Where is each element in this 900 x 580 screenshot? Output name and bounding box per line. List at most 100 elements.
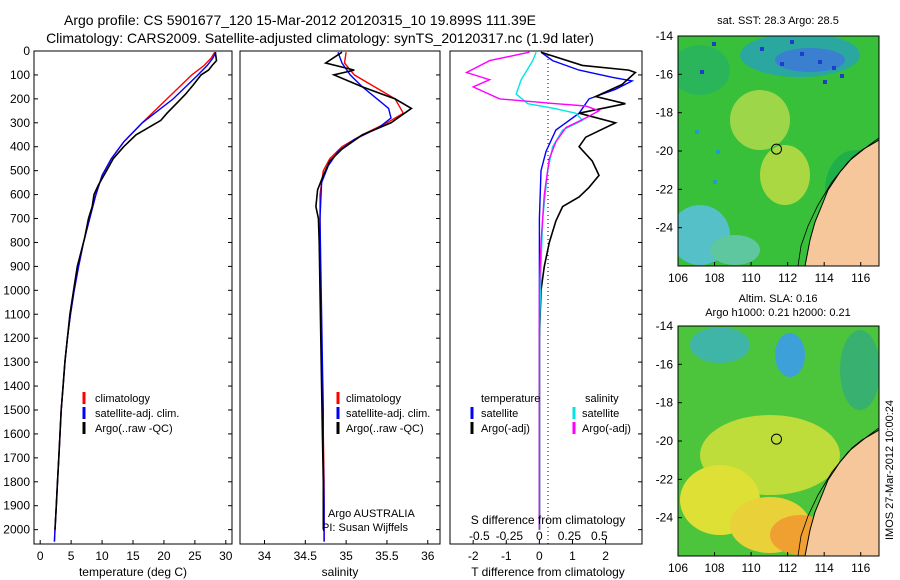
lat-tick-label: -20 bbox=[656, 434, 674, 448]
difference-frame bbox=[449, 50, 643, 545]
series-line-argo-raw-qc- bbox=[54, 52, 218, 530]
temperature-lines bbox=[53, 51, 218, 542]
difference-xaxis: -2 -1 0 1 2 bbox=[468, 540, 609, 563]
sla-patch bbox=[690, 327, 750, 363]
difference-legend: temperature salinity satellite Argo(-adj… bbox=[470, 393, 631, 435]
sst-pixel bbox=[832, 66, 836, 70]
lon-tick-label: 110 bbox=[742, 271, 761, 285]
series-line-t-satellite bbox=[538, 51, 635, 530]
series-line-s-satellite bbox=[515, 51, 584, 530]
depth-tick-label: 400 bbox=[10, 140, 30, 154]
series-line-climatology bbox=[319, 52, 405, 542]
sla-xaxis: 106 108 110 112 114 116 bbox=[668, 552, 871, 575]
sst-cold-patch bbox=[775, 48, 845, 72]
depth-tick-label: 800 bbox=[10, 235, 30, 249]
imos-timestamp: IMOS 27-Mar-2012 10:00:24 bbox=[884, 400, 896, 540]
header-line2: Climatology: CARS2009. Satellite-adjuste… bbox=[46, 30, 594, 46]
s-tick-label: -0.25 bbox=[496, 529, 524, 543]
lon-tick-label: 112 bbox=[778, 271, 797, 285]
lon-tick-label: 106 bbox=[668, 561, 688, 575]
sst-pixel bbox=[713, 180, 717, 184]
lon-tick-label: 110 bbox=[742, 561, 761, 575]
x-tick-label: 35 bbox=[339, 549, 353, 563]
annotation-pi: PI: Susan Wijffels bbox=[322, 522, 408, 534]
sst-pixel bbox=[780, 62, 784, 66]
sst-warm-patch bbox=[730, 90, 790, 150]
series-line-argo-raw-qc- bbox=[315, 51, 413, 530]
lat-tick-label: -16 bbox=[656, 357, 674, 371]
depth-tick-label: 1900 bbox=[3, 499, 30, 513]
lat-tick-label: -18 bbox=[656, 106, 674, 120]
sst-map-title: sat. SST: 28.3 Argo: 28.5 bbox=[717, 15, 839, 27]
temperature-legend: climatology satellite-adj. clim. Argo(..… bbox=[82, 392, 179, 435]
legend-satellite: satellite-adj. clim. bbox=[346, 408, 430, 420]
lat-tick-label: -24 bbox=[656, 511, 674, 525]
lat-tick-label: -22 bbox=[656, 182, 674, 196]
isobath bbox=[797, 137, 879, 266]
t-difference-label: T difference from climatology bbox=[471, 565, 625, 579]
s-tick-label: -0.5 bbox=[469, 529, 490, 543]
profile-location-marker bbox=[770, 433, 782, 445]
legend-t-argo: Argo(-adj) bbox=[481, 423, 530, 435]
series-line-climatology bbox=[53, 51, 216, 542]
depth-tick-label: 0 bbox=[23, 44, 30, 58]
series-line-t-argo-adj- bbox=[538, 51, 637, 530]
legend-climatology: climatology bbox=[95, 393, 151, 405]
depth-tick-label: 2000 bbox=[3, 523, 30, 537]
salinity-frame bbox=[239, 50, 441, 545]
x-tick-label: 10 bbox=[95, 549, 109, 563]
sst-pixel bbox=[716, 150, 720, 154]
sst-pixel bbox=[840, 74, 844, 78]
sla-title-1: Altim. SLA: 0.16 bbox=[739, 293, 818, 305]
x-tick-label: -2 bbox=[468, 549, 479, 563]
depth-tick-label: 1800 bbox=[3, 475, 30, 489]
lat-tick-label: -14 bbox=[656, 29, 674, 43]
x-tick-label: 34 bbox=[258, 549, 272, 563]
salinity-panel: 34 34.5 35 35.5 36 salinity climatology sate… bbox=[239, 50, 441, 579]
sst-map: sat. SST: 28.3 Argo: 28.5 106 108 110 112 11… bbox=[656, 15, 880, 285]
s-tick-label: 0.5 bbox=[591, 529, 608, 543]
legend-s-satellite: satellite bbox=[582, 408, 619, 420]
depth-tick-label: 1200 bbox=[3, 331, 30, 345]
salinity-difference-axis: -0.5 -0.25 0 0.25 0.5 bbox=[469, 529, 608, 543]
sst-yaxis: -14 -16 -18 -20 -22 -24 bbox=[656, 29, 682, 235]
depth-tick-label: 200 bbox=[10, 92, 30, 106]
land-australia bbox=[804, 429, 879, 556]
salinity-xlabel: salinity bbox=[322, 565, 359, 579]
series-line-s-argo-adj- bbox=[464, 51, 601, 530]
sst-field bbox=[678, 36, 879, 266]
sst-pixel bbox=[823, 80, 827, 84]
depth-tick-label: 1600 bbox=[3, 427, 30, 441]
depth-tick-label: 1500 bbox=[3, 403, 30, 417]
sst-pixel bbox=[790, 40, 794, 44]
legend-title-salinity: salinity bbox=[585, 393, 619, 405]
s-tick-label: 0 bbox=[536, 529, 543, 543]
lat-tick-label: -14 bbox=[656, 319, 674, 333]
salinity-xaxis: 34 34.5 35 35.5 36 bbox=[258, 540, 435, 563]
sla-low-patch bbox=[775, 333, 805, 377]
sla-yaxis: -14 -16 -18 -20 -22 -24 bbox=[656, 319, 682, 525]
lon-tick-label: 108 bbox=[705, 561, 725, 575]
x-tick-label: 30 bbox=[219, 549, 233, 563]
depth-axis: 0 100 200 300 400 500 600 700 800 900 1000 1100 1200… bbox=[3, 44, 38, 537]
x-tick-label: 34.5 bbox=[294, 549, 318, 563]
series-line-satellite-adj-clim- bbox=[319, 51, 392, 542]
land-australia bbox=[804, 139, 879, 266]
sst-xaxis: 106 108 110 112 114 116 bbox=[668, 262, 871, 285]
depth-tick-label: 700 bbox=[10, 212, 30, 226]
depth-tick-label: 1000 bbox=[3, 283, 30, 297]
legend-climatology: climatology bbox=[346, 393, 402, 405]
difference-lines bbox=[464, 51, 637, 530]
series-line-satellite-adj-clim- bbox=[53, 51, 217, 542]
depth-tick-label: 1700 bbox=[3, 451, 30, 465]
legend-satellite: satellite-adj. clim. bbox=[95, 408, 179, 420]
depth-tick-label: 1300 bbox=[3, 355, 30, 369]
lat-tick-label: -20 bbox=[656, 144, 674, 158]
sst-pixel bbox=[760, 47, 764, 51]
temperature-xlabel: temperature (deg C) bbox=[79, 565, 187, 579]
sst-pixel bbox=[695, 130, 699, 134]
x-tick-label: 1 bbox=[569, 549, 576, 563]
lon-tick-label: 106 bbox=[668, 271, 688, 285]
sst-pixel bbox=[818, 60, 822, 64]
lon-tick-label: 108 bbox=[705, 271, 725, 285]
